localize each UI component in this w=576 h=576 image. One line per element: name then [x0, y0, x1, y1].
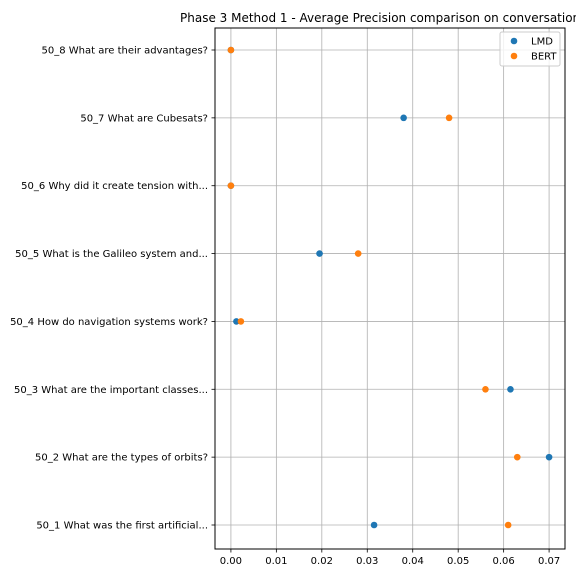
data-point-lmd [545, 453, 553, 461]
legend-marker-lmd [510, 37, 518, 45]
y-tick-label: 50_1 What was the first artificial... [36, 521, 208, 532]
data-point-bert [227, 46, 235, 54]
data-point-lmd [507, 385, 514, 393]
x-tick-label: 0.03 [356, 556, 378, 567]
data-point-bert [504, 521, 512, 529]
legend: LMD BERT [499, 31, 561, 67]
data-point-bert [482, 385, 489, 393]
x-tick-label: 0.05 [447, 556, 469, 567]
y-axis: 50_1 What was the first artificial... 50_… [10, 46, 215, 532]
y-tick-label: 50_8 What are their advantages? [42, 46, 208, 57]
y-tick-label: 50_7 What are Cubesats? [80, 113, 208, 124]
plot-frame [214, 27, 566, 550]
data-point-bert [227, 182, 235, 190]
x-tick-label: 0.00 [220, 556, 242, 567]
x-tick-label: 0.07 [538, 556, 560, 567]
data-point-bert [237, 318, 245, 325]
grid [215, 28, 565, 549]
data-point-lmd [370, 521, 378, 529]
y-tick-label: 50_6 Why did it create tension with... [21, 181, 208, 192]
data-point-bert [354, 250, 362, 257]
x-tick-label: 0.01 [265, 556, 287, 567]
y-tick-label: 50_5 What is the Galileo system and... [15, 249, 208, 260]
data-point-bert [513, 453, 521, 461]
legend-label-lmd: LMD [531, 37, 553, 48]
chart-title: Phase 3 Method 1 - Average Precision com… [180, 11, 576, 25]
x-axis: 0.00 0.01 0.02 0.03 0.04 0.05 0.06 0.07 [220, 549, 560, 567]
legend-label-bert: BERT [531, 52, 557, 63]
data-point-lmd [316, 250, 323, 257]
data-point-bert [445, 114, 453, 122]
x-tick-label: 0.02 [311, 556, 333, 567]
y-tick-label: 50_2 What are the types of orbits? [35, 453, 208, 464]
data-points [227, 46, 553, 529]
data-point-lmd [400, 114, 407, 122]
x-tick-label: 0.06 [493, 556, 515, 567]
y-tick-label: 50_3 What are the important classes... [14, 385, 208, 396]
y-tick-label: 50_4 How do navigation systems work? [10, 317, 208, 328]
x-tick-label: 0.04 [402, 556, 424, 567]
legend-marker-bert [510, 52, 518, 60]
data-point-lmd [233, 318, 240, 325]
